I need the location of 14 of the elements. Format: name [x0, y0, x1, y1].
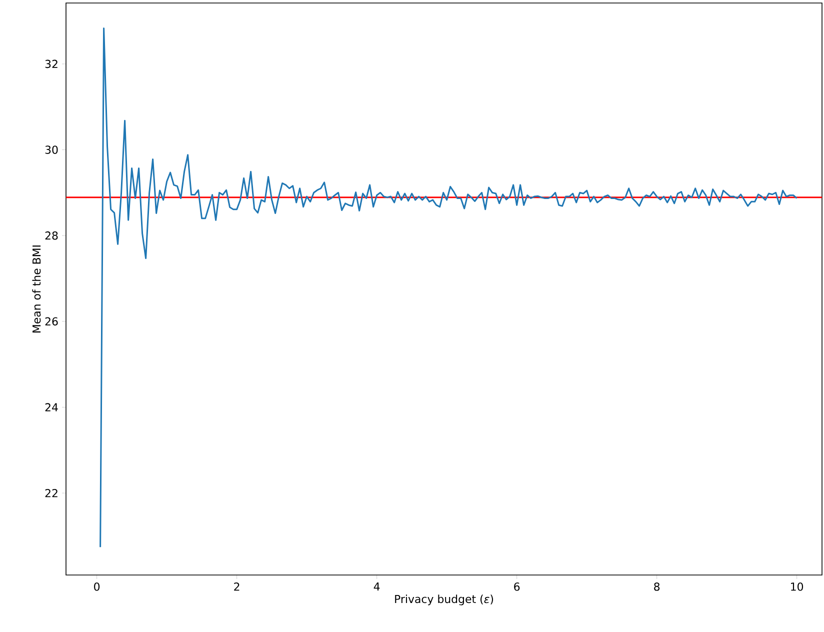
x-tick-label: 2: [234, 582, 240, 591]
x-axis-title: Privacy budget (ε): [395, 594, 494, 606]
x-tick-label: 4: [374, 582, 380, 591]
y-tick-label: 24: [45, 403, 58, 412]
y-tick-label: 28: [45, 231, 58, 240]
y-axis-title: Mean of the BMI: [32, 246, 41, 332]
y-tick-label: 26: [45, 317, 58, 326]
x-tick-label: 10: [791, 582, 804, 591]
x-tick-label: 6: [514, 582, 520, 591]
y-tick-label: 32: [45, 60, 58, 68]
y-tick-label: 22: [45, 488, 58, 498]
y-tick-label: 30: [45, 146, 58, 154]
x-tick-label: 8: [654, 582, 660, 591]
x-tick-label: 0: [94, 582, 100, 591]
